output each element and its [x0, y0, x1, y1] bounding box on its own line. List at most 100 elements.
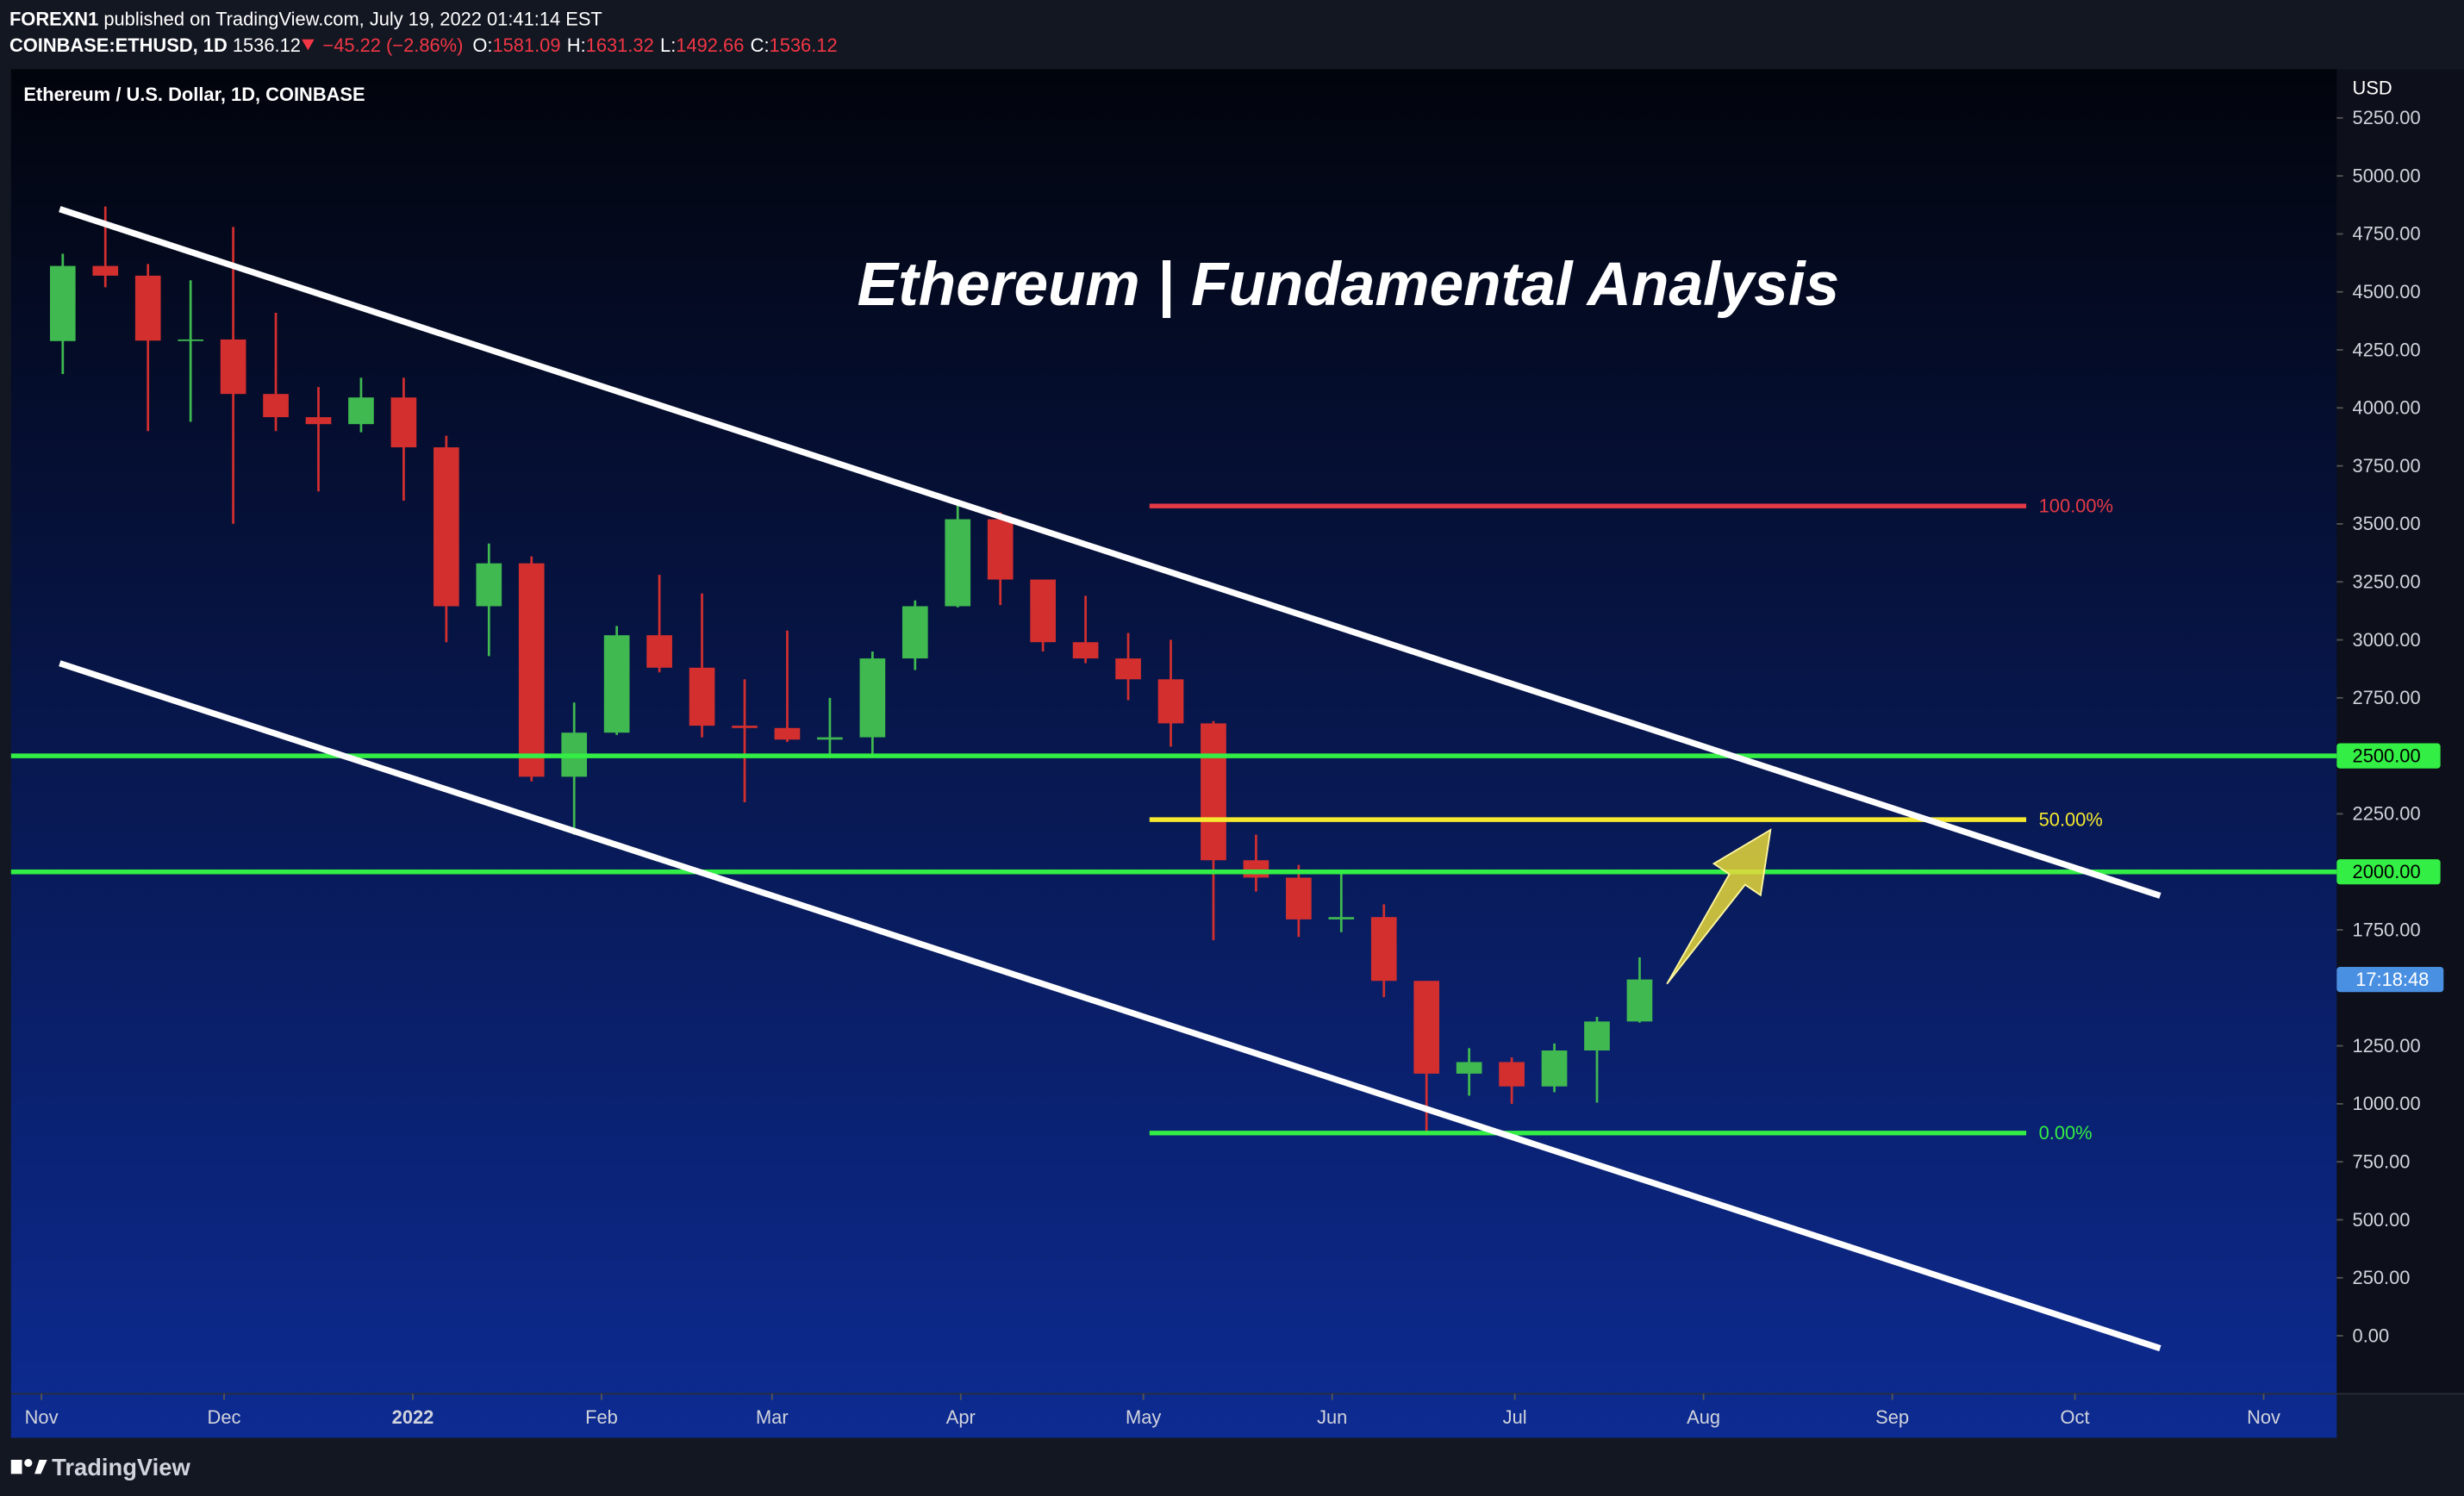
price-axis-bg — [2336, 69, 2464, 1394]
chart-title: Ethereum | Fundamental Analysis — [858, 251, 1839, 319]
candle-body — [945, 519, 971, 607]
ohlc-value: 1631.32 — [586, 34, 654, 56]
candle-body — [1030, 579, 1056, 643]
ohlc-value: 1492.66 — [676, 34, 744, 56]
change: −45.22 (−2.86%) — [322, 34, 463, 56]
y-tick-label: 0.00 — [2353, 1325, 2390, 1346]
candle-body — [1541, 1050, 1568, 1087]
x-tick-label: Mar — [756, 1406, 789, 1428]
candle-body — [1499, 1062, 1525, 1087]
y-tick-label: 1250.00 — [2353, 1035, 2421, 1057]
y-tick-label: 750.00 — [2353, 1150, 2411, 1172]
logo-mark — [10, 1459, 22, 1474]
fib-label: 0.00% — [2039, 1122, 2093, 1144]
candle-body — [518, 563, 545, 777]
timer-label: 17:18:48 — [2355, 969, 2429, 990]
footer-brand: TradingView — [52, 1454, 190, 1480]
x-tick-label: Feb — [585, 1406, 618, 1428]
y-tick-label: 1750.00 — [2353, 919, 2421, 940]
x-tick-label: Oct — [2061, 1406, 2090, 1428]
x-tick-label: 2022 — [392, 1406, 434, 1428]
candle-body — [49, 265, 76, 341]
y-tick-label: 5000.00 — [2353, 165, 2421, 186]
candle-body — [1286, 877, 1312, 919]
ohlc-key: O: — [472, 34, 492, 56]
candle-body — [1626, 979, 1653, 1022]
candle-body — [1370, 917, 1397, 982]
x-tick-label: Jun — [1317, 1406, 1347, 1428]
plot-background — [10, 69, 2337, 1438]
candle-body — [1243, 860, 1269, 878]
candle-body — [1328, 917, 1355, 919]
candle-body — [263, 394, 289, 418]
legend-text: Ethereum / U.S. Dollar, 1D, COINBASE — [23, 84, 365, 105]
candle-body — [901, 606, 928, 659]
candle-body — [1157, 679, 1184, 724]
header-line1: FOREXN1 published on TradingView.com, Ju… — [9, 8, 602, 29]
candle-body — [390, 397, 417, 448]
y-tick-label: 4250.00 — [2353, 339, 2421, 360]
candle-body — [732, 726, 758, 728]
candle-body — [689, 667, 715, 726]
y-tick-label: 2750.00 — [2353, 687, 2421, 708]
y-tick-label: 3000.00 — [2353, 629, 2421, 651]
candle-body — [1115, 658, 1141, 680]
ohlc-key: L: — [660, 34, 676, 56]
y-tick-label: 3250.00 — [2353, 571, 2421, 593]
arrow — [1666, 828, 1772, 985]
candle-body — [1584, 1021, 1610, 1050]
x-tick-label: Apr — [946, 1406, 976, 1428]
ohlc-value: 1581.09 — [492, 34, 560, 56]
ohlc-key: C: — [751, 34, 770, 56]
x-tick-label: Sep — [1875, 1406, 1909, 1428]
symbol: COINBASE:ETHUSD, 1D — [9, 34, 228, 56]
y-tick-label: 3750.00 — [2353, 455, 2421, 477]
candle-body — [92, 265, 119, 276]
candle-body — [1201, 723, 1226, 861]
fib-label: 100.00% — [2039, 495, 2113, 516]
candle-body — [646, 635, 672, 668]
y-tick-label: 4500.00 — [2353, 281, 2421, 302]
candle-body — [987, 519, 1014, 580]
y-tick-label: 1000.00 — [2353, 1093, 2421, 1114]
y-tick-label: 4750.00 — [2353, 223, 2421, 245]
publisher: FOREXN1 — [9, 8, 98, 29]
x-tick-label: Dec — [208, 1406, 241, 1428]
candle-body — [305, 417, 332, 425]
y-tick-label: 5250.00 — [2353, 107, 2421, 128]
footer — [10, 1459, 47, 1474]
last-price: 1536.12 — [233, 34, 301, 56]
x-tick-label: Nov — [25, 1406, 59, 1428]
level-label-bg — [2336, 859, 2441, 885]
published: published on TradingView.com, July 19, 2… — [103, 8, 602, 29]
level-label-bg — [2336, 743, 2441, 769]
candle-body — [774, 727, 801, 740]
y-tick-label: 3500.00 — [2353, 513, 2421, 534]
candle-body — [134, 275, 161, 341]
candle-body — [220, 339, 246, 395]
y-tick-label: 250.00 — [2353, 1267, 2411, 1288]
candle-body — [859, 658, 886, 738]
logo-mark — [24, 1459, 33, 1468]
axis-unit: USD — [2353, 77, 2392, 98]
x-tick-label: Nov — [2247, 1406, 2280, 1428]
level-label: 2500.00 — [2353, 745, 2421, 766]
y-tick-label: 500.00 — [2353, 1209, 2411, 1231]
logo-mark — [34, 1459, 47, 1474]
y-tick-label: 2250.00 — [2353, 803, 2421, 825]
candle-body — [1413, 981, 1440, 1074]
candle-body — [348, 397, 374, 425]
candle-body — [1456, 1062, 1482, 1074]
x-tick-label: Aug — [1687, 1406, 1720, 1428]
level-label: 2000.00 — [2353, 861, 2421, 882]
ohlc-key: H: — [567, 34, 586, 56]
y-tick-label: 4000.00 — [2353, 397, 2421, 419]
trendline — [59, 206, 2161, 899]
down-arrow-icon — [302, 39, 315, 51]
candle-body — [476, 563, 502, 607]
timer-bg — [2336, 967, 2444, 993]
candle-body — [817, 737, 843, 740]
candle-body — [178, 339, 203, 341]
